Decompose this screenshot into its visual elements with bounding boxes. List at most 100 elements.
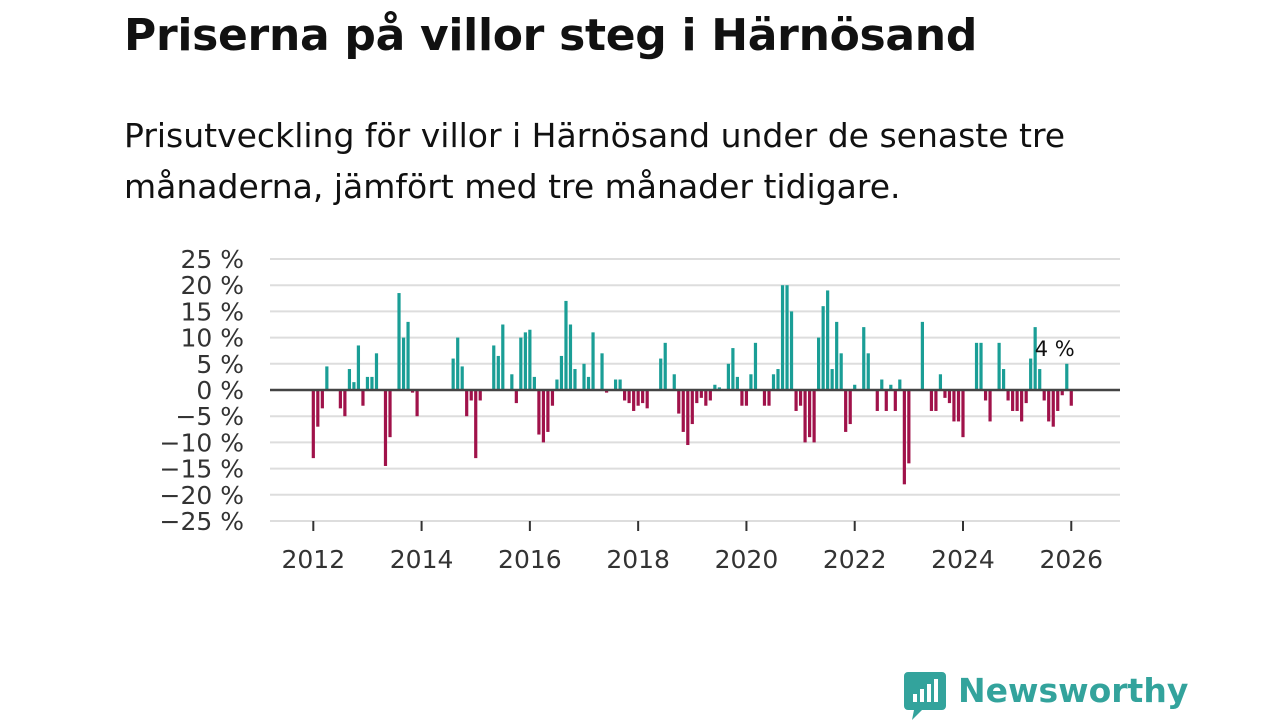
x-tick-label: 2012 xyxy=(281,545,345,574)
bar xyxy=(767,390,771,406)
bar xyxy=(988,390,992,422)
y-tick-label: 10 % xyxy=(180,324,244,353)
bar xyxy=(717,387,721,390)
bar xyxy=(365,376,370,390)
bar xyxy=(492,345,496,390)
bar xyxy=(780,285,785,390)
y-tick-label: −25 % xyxy=(160,507,244,536)
bar xyxy=(645,390,649,409)
bar xyxy=(1051,390,1055,427)
y-tick-label: 20 % xyxy=(180,271,244,300)
last-value-annotation: 4 % xyxy=(1035,337,1075,361)
bar xyxy=(839,353,843,390)
bar xyxy=(659,358,663,390)
bar xyxy=(415,390,419,417)
chart-subtitle: Prisutveckling för villor i Härnösand un… xyxy=(124,116,1066,206)
bar xyxy=(361,390,365,406)
x-tick-label: 2022 xyxy=(823,545,887,574)
bar xyxy=(383,390,388,466)
bar xyxy=(862,327,866,390)
bar xyxy=(929,390,934,411)
y-tick-label: −5 % xyxy=(175,402,244,431)
bar xyxy=(1015,390,1019,411)
bar xyxy=(550,390,555,406)
bar xyxy=(537,390,541,435)
bar xyxy=(907,390,911,464)
bar xyxy=(370,376,374,390)
y-tick-label: 0 % xyxy=(196,376,244,405)
x-tick-label: 2024 xyxy=(931,545,995,574)
bar xyxy=(618,379,622,390)
y-axis: 25 %20 %15 %10 %5 %0 %−5 %−10 %−15 %−20 … xyxy=(160,245,244,536)
bar xyxy=(519,337,523,390)
bar xyxy=(826,290,830,390)
newsworthy-logo-icon xyxy=(904,672,946,720)
bar xyxy=(776,369,780,390)
bar xyxy=(1024,390,1028,404)
bar xyxy=(708,390,712,401)
bar xyxy=(623,390,627,401)
bar xyxy=(1060,390,1064,396)
bar xyxy=(406,321,410,390)
bar xyxy=(835,321,839,390)
bar xyxy=(947,390,952,404)
bar xyxy=(343,390,347,417)
bar xyxy=(943,390,947,398)
bar xyxy=(604,390,609,393)
x-tick-label: 2018 xyxy=(606,545,670,574)
y-tick-label: −20 % xyxy=(160,481,244,510)
bar xyxy=(961,390,965,438)
bar xyxy=(844,390,848,432)
bar xyxy=(627,390,631,404)
bar xyxy=(735,376,739,390)
bar xyxy=(983,390,988,401)
bar xyxy=(699,390,703,398)
bar xyxy=(731,348,735,390)
bar xyxy=(744,390,749,406)
bar xyxy=(749,374,753,390)
x-axis: 2012 2014 2016 2018 2020 2022 2024 2026 xyxy=(281,521,1103,574)
bar xyxy=(613,379,618,390)
bar xyxy=(347,369,352,390)
bar xyxy=(325,366,329,390)
bar xyxy=(523,332,527,390)
bar xyxy=(410,390,415,393)
bar xyxy=(817,337,821,390)
bar xyxy=(582,363,586,390)
bars xyxy=(311,285,1073,485)
bar xyxy=(1011,390,1015,411)
bar xyxy=(316,390,320,427)
bar xyxy=(636,390,640,406)
bar xyxy=(528,329,532,390)
bar xyxy=(681,390,685,432)
bar xyxy=(510,374,514,390)
y-tick-label: −10 % xyxy=(160,428,244,457)
bar xyxy=(938,374,943,390)
bar xyxy=(555,379,559,390)
bar xyxy=(338,390,342,409)
bar xyxy=(686,390,690,446)
bar xyxy=(1038,369,1042,390)
bar xyxy=(677,390,681,414)
bar xyxy=(663,342,667,390)
bar xyxy=(785,285,789,390)
bar xyxy=(956,390,961,422)
bar xyxy=(740,390,744,406)
bar xyxy=(726,363,730,390)
bar xyxy=(632,390,636,411)
bar xyxy=(356,345,361,390)
bar xyxy=(934,390,938,411)
bar xyxy=(880,379,884,390)
x-tick-label: 2014 xyxy=(390,545,454,574)
bar xyxy=(401,337,406,390)
bar xyxy=(866,353,870,390)
bar xyxy=(388,390,392,438)
bar xyxy=(794,390,798,411)
bar xyxy=(641,390,645,404)
bar xyxy=(974,342,979,390)
bar xyxy=(1006,390,1010,401)
bar xyxy=(1047,390,1051,422)
bar xyxy=(352,382,356,390)
bar xyxy=(803,390,807,443)
